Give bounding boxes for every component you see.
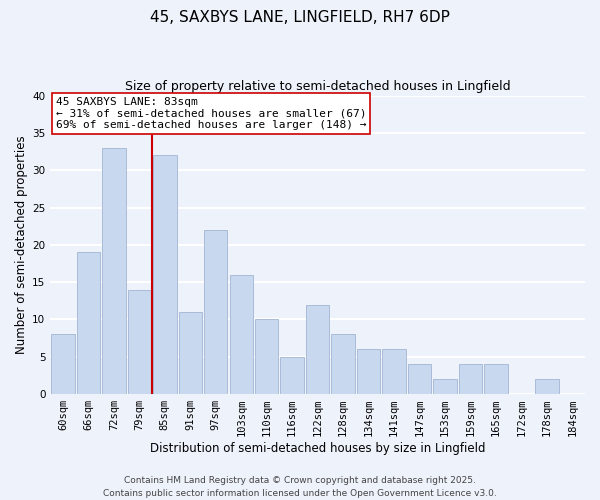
Bar bbox=[230, 274, 253, 394]
Bar bbox=[357, 350, 380, 394]
Bar bbox=[102, 148, 125, 394]
Bar bbox=[408, 364, 431, 394]
Text: 45, SAXBYS LANE, LINGFIELD, RH7 6DP: 45, SAXBYS LANE, LINGFIELD, RH7 6DP bbox=[150, 10, 450, 25]
Y-axis label: Number of semi-detached properties: Number of semi-detached properties bbox=[15, 136, 28, 354]
Bar bbox=[484, 364, 508, 394]
Bar bbox=[179, 312, 202, 394]
Bar bbox=[459, 364, 482, 394]
Bar bbox=[51, 334, 75, 394]
Bar bbox=[255, 320, 278, 394]
Bar bbox=[280, 357, 304, 394]
Text: 45 SAXBYS LANE: 83sqm
← 31% of semi-detached houses are smaller (67)
69% of semi: 45 SAXBYS LANE: 83sqm ← 31% of semi-deta… bbox=[56, 97, 366, 130]
Bar bbox=[382, 350, 406, 394]
Text: Contains HM Land Registry data © Crown copyright and database right 2025.
Contai: Contains HM Land Registry data © Crown c… bbox=[103, 476, 497, 498]
Bar bbox=[77, 252, 100, 394]
X-axis label: Distribution of semi-detached houses by size in Lingfield: Distribution of semi-detached houses by … bbox=[150, 442, 485, 455]
Bar bbox=[128, 290, 151, 394]
Bar bbox=[535, 379, 559, 394]
Bar bbox=[153, 156, 176, 394]
Bar bbox=[306, 304, 329, 394]
Bar bbox=[331, 334, 355, 394]
Bar bbox=[433, 379, 457, 394]
Title: Size of property relative to semi-detached houses in Lingfield: Size of property relative to semi-detach… bbox=[125, 80, 511, 93]
Bar bbox=[204, 230, 227, 394]
